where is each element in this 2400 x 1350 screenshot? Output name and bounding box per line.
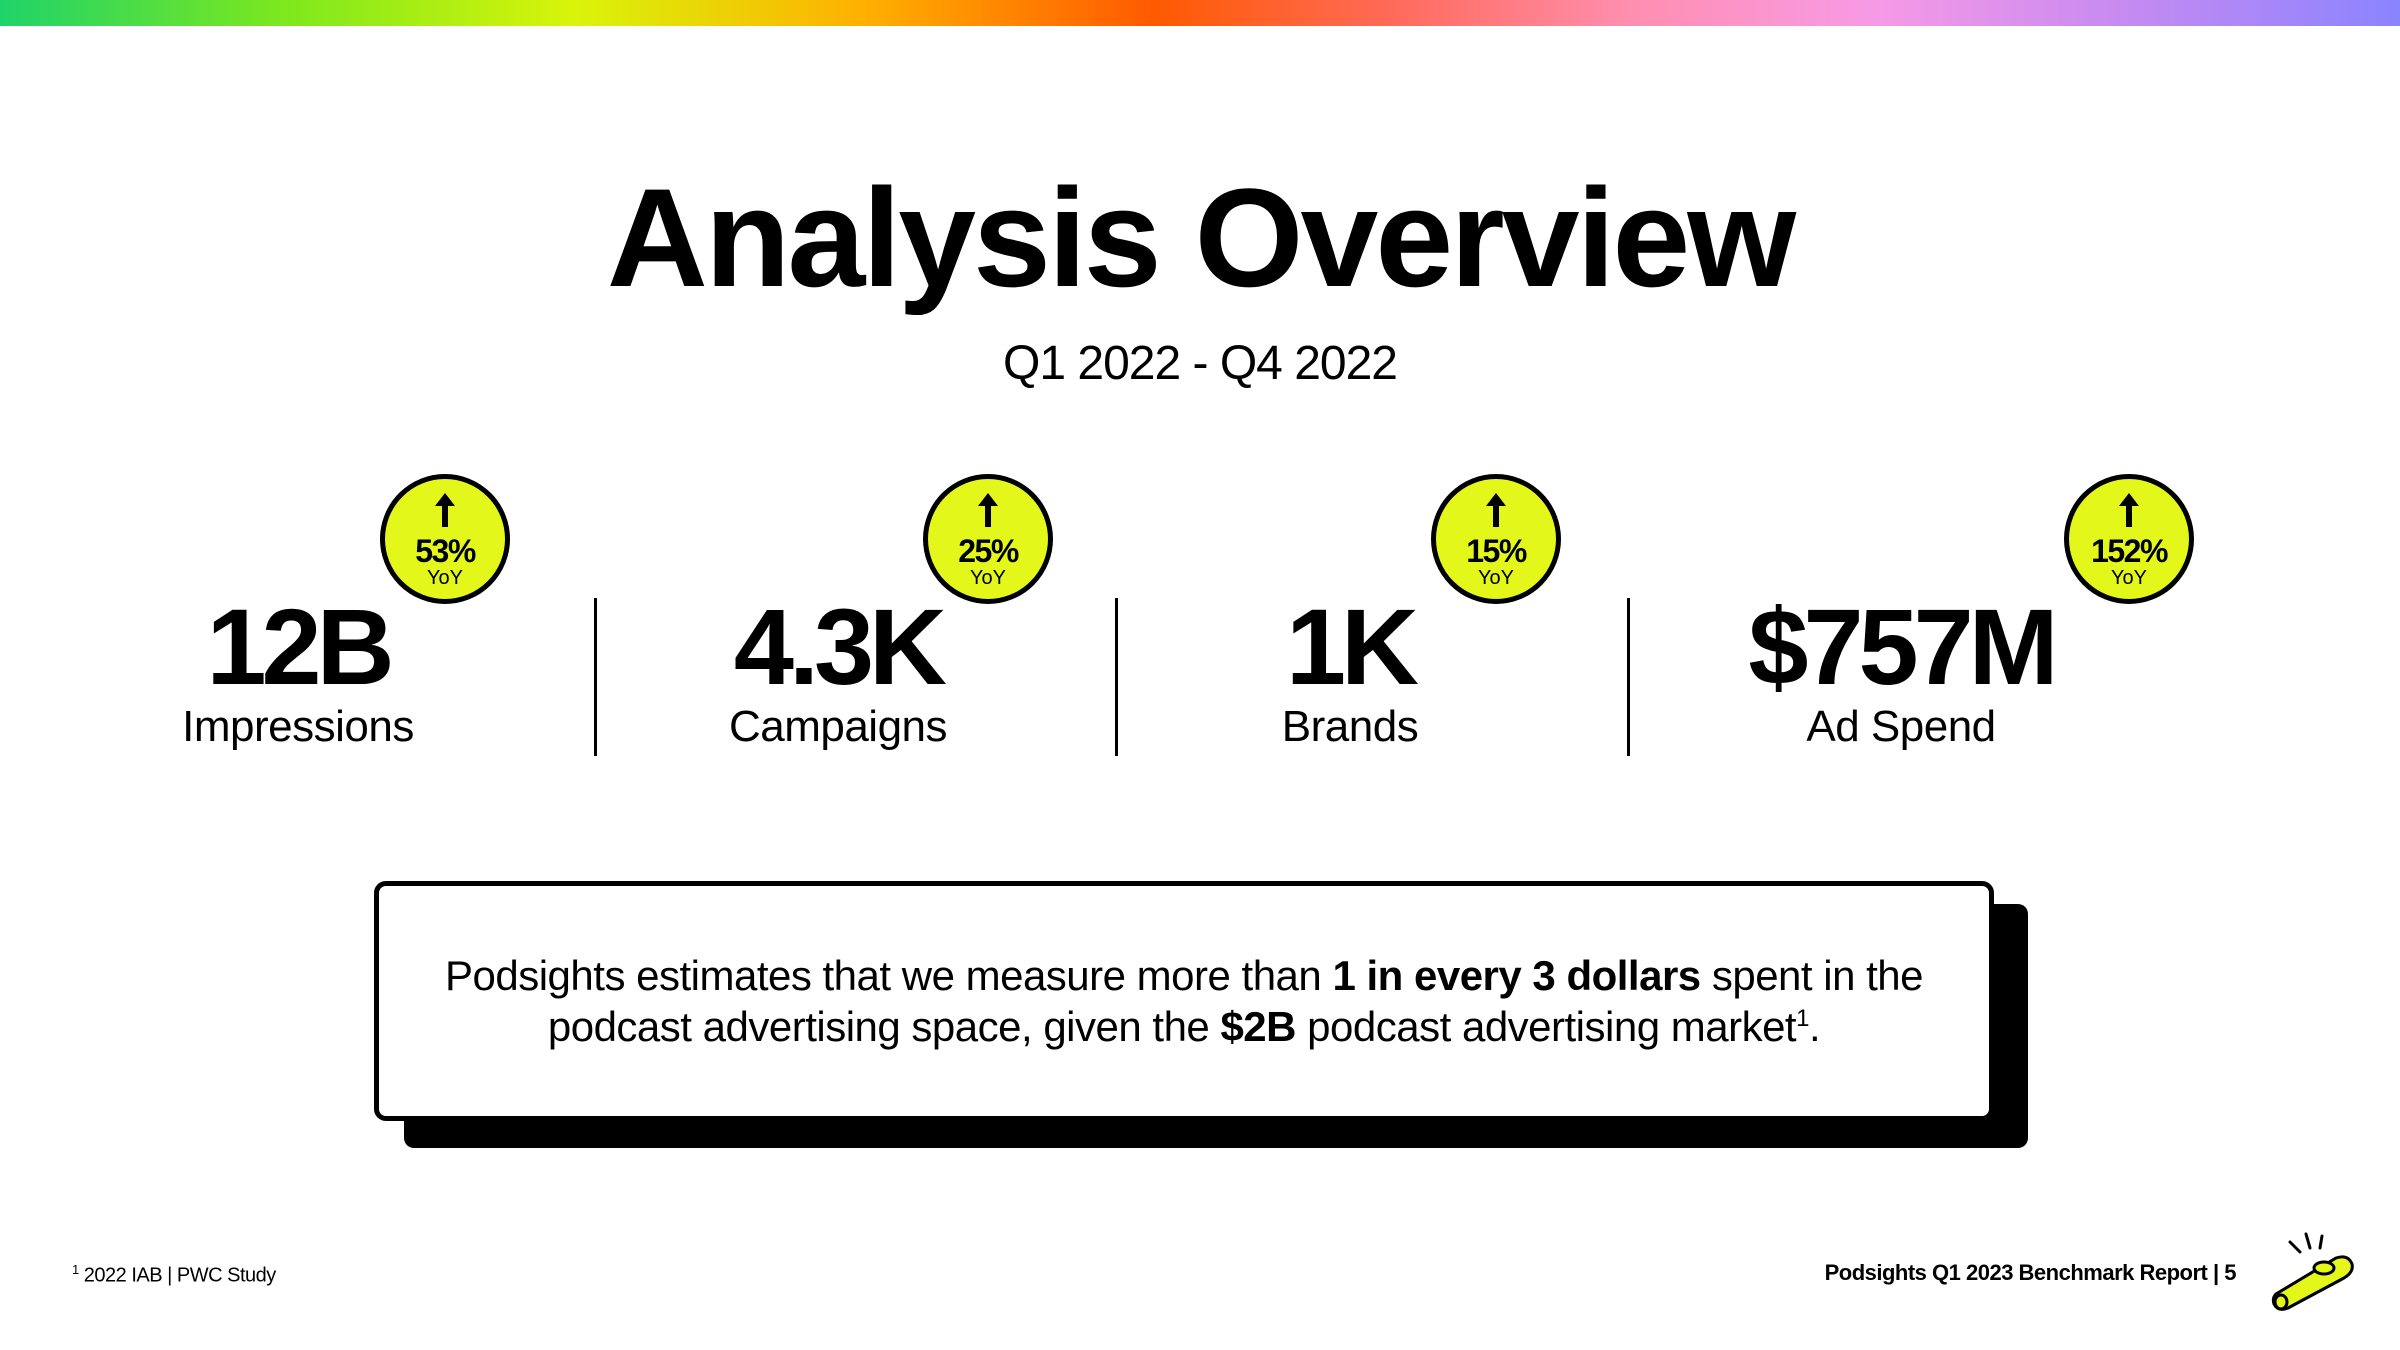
yoy-badge: 152% YoY — [2064, 474, 2194, 604]
callout-text-part: Podsights estimates that we measure more… — [445, 951, 1333, 999]
page-title: Analysis Overview — [606, 159, 1796, 316]
callout-text-part: . — [1808, 1003, 1821, 1050]
yoy-label: YoY — [1478, 567, 1514, 589]
stat-label: Campaigns — [728, 702, 948, 752]
stat-value: $757M — [1748, 586, 2058, 707]
stat-brands: 1K Brands — [1090, 590, 1610, 754]
yoy-badge: 25% YoY — [923, 474, 1053, 604]
stat-divider — [1115, 598, 1118, 756]
callout-text-part: podcast advertising market — [1296, 1003, 1797, 1050]
callout-highlight: $2B — [1220, 1003, 1297, 1050]
yoy-percent: 152% — [2091, 533, 2168, 569]
stat-impressions: 12B Impressions — [38, 590, 558, 754]
arrow-up-icon — [2119, 493, 2139, 527]
yoy-badge: 15% YoY — [1431, 474, 1561, 604]
stat-label: Brands — [1281, 702, 1419, 752]
callout-text: Podsights estimates that we measure more… — [429, 950, 1939, 1052]
yoy-percent: 53% — [415, 533, 476, 569]
stat-campaigns: 4.3K Campaigns — [578, 590, 1098, 754]
footnote: 1 2022 IAB | PWC Study — [72, 1262, 276, 1288]
stat-value: 4.3K — [733, 586, 947, 707]
yoy-label: YoY — [970, 567, 1006, 589]
arrow-up-icon — [978, 493, 998, 527]
callout-text-part: spent in the podcast advertising space, … — [547, 951, 1924, 1050]
kazoo-logo-icon — [2271, 1232, 2354, 1311]
stat-value: 12B — [206, 586, 394, 707]
stat-label: Impressions — [182, 702, 414, 752]
yoy-badge: 53% YoY — [380, 474, 510, 604]
arrow-up-icon — [1486, 493, 1506, 527]
callout-highlight: 1 in every 3 dollars — [1332, 951, 1701, 999]
rainbow-top-bar — [0, 0, 2400, 26]
footnote-text: 2022 IAB | PWC Study — [78, 1264, 276, 1287]
stat-ad-spend: $757M Ad Spend — [1641, 590, 2161, 754]
footnote-marker: 1 — [72, 1262, 79, 1277]
stat-divider — [594, 598, 597, 756]
callout-box: Podsights estimates that we measure more… — [374, 881, 1994, 1121]
yoy-label: YoY — [427, 567, 463, 589]
footnote-reference: 1 — [1796, 1005, 1809, 1032]
yoy-percent: 25% — [958, 533, 1019, 569]
stat-label: Ad Spend — [1806, 702, 1996, 752]
period-subtitle: Q1 2022 - Q4 2022 — [1003, 337, 1398, 390]
stat-value: 1K — [1285, 586, 1419, 707]
yoy-percent: 15% — [1466, 533, 1527, 569]
yoy-label: YoY — [2111, 567, 2147, 589]
report-page-label: Podsights Q1 2023 Benchmark Report | 5 — [1824, 1260, 2237, 1285]
arrow-up-icon — [435, 493, 455, 527]
stat-divider — [1627, 598, 1630, 756]
